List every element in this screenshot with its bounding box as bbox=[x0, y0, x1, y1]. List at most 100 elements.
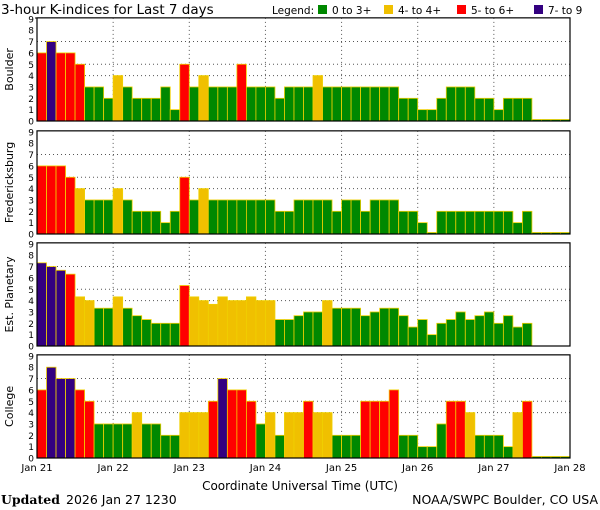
bar bbox=[293, 86, 304, 122]
bar bbox=[217, 86, 228, 122]
bar bbox=[122, 86, 133, 122]
bar bbox=[379, 307, 390, 347]
bar bbox=[207, 86, 219, 122]
y-tick-label: 9 bbox=[28, 352, 34, 362]
bar bbox=[36, 262, 47, 347]
bar bbox=[436, 322, 447, 347]
bar bbox=[160, 222, 171, 235]
bar bbox=[284, 210, 295, 235]
y-tick-label: 7 bbox=[28, 375, 34, 385]
bar bbox=[407, 326, 419, 347]
y-tick-label: 4 bbox=[28, 72, 34, 82]
bar bbox=[84, 300, 95, 347]
y-tick-label: 6 bbox=[28, 274, 34, 284]
panel-frame bbox=[36, 17, 571, 122]
bar bbox=[245, 400, 257, 459]
y-tick-label: 5 bbox=[28, 398, 34, 408]
bar bbox=[293, 412, 304, 459]
panel-label: Boulder bbox=[3, 48, 16, 91]
bar bbox=[150, 423, 162, 459]
bar bbox=[493, 210, 504, 235]
bar bbox=[141, 97, 152, 122]
bar bbox=[502, 446, 514, 459]
bar bbox=[322, 199, 333, 235]
bar bbox=[122, 307, 133, 347]
bar bbox=[464, 210, 476, 235]
bar bbox=[398, 315, 409, 347]
panel-label: College bbox=[3, 386, 16, 427]
y-tick-label: 4 bbox=[28, 297, 34, 307]
bar bbox=[188, 199, 200, 235]
bar bbox=[512, 222, 523, 235]
bar bbox=[169, 210, 181, 235]
bar bbox=[369, 199, 381, 235]
bar bbox=[388, 389, 400, 459]
bar bbox=[255, 300, 266, 347]
bar bbox=[74, 389, 85, 459]
bar bbox=[341, 86, 352, 122]
bar bbox=[379, 86, 390, 122]
bar bbox=[265, 199, 276, 235]
bar bbox=[255, 423, 266, 459]
x-tick-label: Jan 23 bbox=[173, 463, 205, 474]
bar bbox=[474, 315, 485, 347]
bar bbox=[369, 311, 381, 347]
bar bbox=[65, 378, 76, 459]
bar bbox=[303, 311, 314, 347]
bar bbox=[322, 300, 333, 347]
bar bbox=[293, 315, 304, 347]
bar bbox=[493, 109, 504, 122]
bar bbox=[350, 86, 362, 122]
bar bbox=[274, 210, 285, 235]
bar bbox=[522, 97, 533, 122]
bar bbox=[84, 199, 95, 235]
bar bbox=[474, 210, 485, 235]
bar bbox=[522, 210, 533, 235]
y-tick-label: 9 bbox=[28, 15, 34, 25]
bar bbox=[455, 400, 466, 459]
bar bbox=[198, 412, 209, 459]
bar bbox=[55, 378, 66, 459]
bar bbox=[426, 446, 438, 459]
bar bbox=[331, 434, 342, 459]
y-tick-label: 5 bbox=[28, 174, 34, 184]
bar bbox=[93, 307, 105, 347]
bar bbox=[436, 423, 447, 459]
bar bbox=[445, 319, 457, 347]
y-tick-label: 6 bbox=[28, 162, 34, 172]
bar bbox=[226, 389, 238, 459]
bar bbox=[131, 210, 143, 235]
bar bbox=[331, 86, 342, 122]
bar bbox=[160, 434, 171, 459]
bar bbox=[207, 303, 219, 347]
source-credit: NOAA/SWPC Boulder, CO USA bbox=[412, 492, 598, 507]
bar bbox=[312, 412, 323, 459]
x-tick-label: Jan 24 bbox=[249, 463, 281, 474]
y-tick-label: 1 bbox=[28, 331, 34, 341]
bar bbox=[207, 199, 219, 235]
y-tick-label: 7 bbox=[28, 151, 34, 161]
panel-label: Est. Planetary bbox=[3, 256, 16, 333]
y-tick-label: 5 bbox=[28, 61, 34, 71]
legend-label: Legend: bbox=[272, 5, 314, 17]
bar bbox=[65, 176, 76, 235]
bar bbox=[265, 300, 276, 347]
bar bbox=[369, 86, 381, 122]
bar bbox=[55, 52, 66, 122]
updated-value: 2026 Jan 27 1230 bbox=[66, 492, 177, 507]
bar bbox=[436, 210, 447, 235]
bar bbox=[93, 86, 105, 122]
x-tick-label: Jan 27 bbox=[477, 463, 509, 474]
bar bbox=[312, 75, 323, 122]
y-tick-label: 3 bbox=[28, 83, 34, 93]
bar bbox=[198, 75, 209, 122]
bar bbox=[179, 176, 190, 235]
bar bbox=[398, 97, 409, 122]
bar bbox=[217, 296, 228, 347]
bar bbox=[160, 322, 171, 347]
bar bbox=[426, 109, 438, 122]
bar bbox=[150, 97, 162, 122]
bar bbox=[265, 86, 276, 122]
y-tick-label: 3 bbox=[28, 196, 34, 206]
x-axis-title: Coordinate Universal Time (UTC) bbox=[202, 479, 398, 493]
